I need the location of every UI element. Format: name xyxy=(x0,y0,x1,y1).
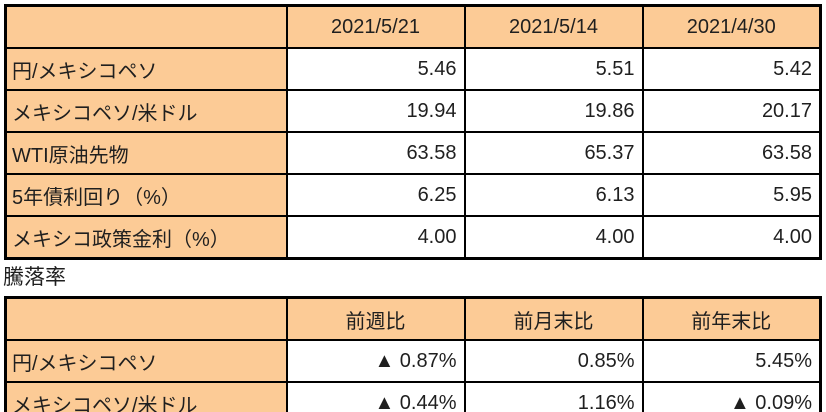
value-cell: 5.51 xyxy=(463,47,644,91)
table-header-row: 前週比 前月末比 前年末比 xyxy=(4,296,822,341)
table-row: 円/メキシコペソ ▲ 0.87% 0.85% 5.45% xyxy=(4,339,822,383)
value-cell: 19.94 xyxy=(285,89,466,133)
value-cell: 6.25 xyxy=(285,173,466,217)
row-label-policy-rate: メキシコ政策金利（%） xyxy=(4,215,288,260)
value-cell: 0.85% xyxy=(463,339,644,383)
value-cell: 1.16% xyxy=(463,381,644,412)
table-row: メキシコ政策金利（%） 4.00 4.00 4.00 xyxy=(4,215,822,260)
value-cell: 65.37 xyxy=(463,131,644,175)
table-row: メキシコペソ/米ドル ▲ 0.44% 1.16% ▲ 0.09% xyxy=(4,381,822,412)
column-header-date-3: 2021/4/30 xyxy=(641,4,822,49)
value-cell: ▲ 0.87% xyxy=(285,339,466,383)
column-header-ytd: 前年末比 xyxy=(641,296,822,341)
value-cell: 6.13 xyxy=(463,173,644,217)
column-header-date-2: 2021/5/14 xyxy=(463,4,644,49)
table-row: 5年債利回り（%） 6.25 6.13 5.95 xyxy=(4,173,822,217)
column-header-date-1: 2021/5/21 xyxy=(285,4,466,49)
value-cell: 5.45% xyxy=(641,339,822,383)
row-label-mxn-usd: メキシコペソ/米ドル xyxy=(4,89,288,133)
value-cell: 4.00 xyxy=(285,215,466,260)
value-cell: 4.00 xyxy=(641,215,822,260)
change-rate-table: 前週比 前月末比 前年末比 円/メキシコペソ ▲ 0.87% 0.85% 5.4… xyxy=(4,296,822,412)
rates-table: 2021/5/21 2021/5/14 2021/4/30 円/メキシコペソ 5… xyxy=(4,4,822,260)
column-header-mom: 前月末比 xyxy=(463,296,644,341)
value-cell: ▲ 0.44% xyxy=(285,381,466,412)
value-cell: 5.42 xyxy=(641,47,822,91)
value-cell: 63.58 xyxy=(641,131,822,175)
table-header-row: 2021/5/21 2021/5/14 2021/4/30 xyxy=(4,4,822,49)
value-cell: ▲ 0.09% xyxy=(641,381,822,412)
value-cell: 5.46 xyxy=(285,47,466,91)
row-label-jpy-mxn: 円/メキシコペソ xyxy=(4,339,288,383)
section-label-change-rate: 騰落率 xyxy=(3,266,66,289)
table-row: メキシコペソ/米ドル 19.94 19.86 20.17 xyxy=(4,89,822,133)
corner-cell xyxy=(4,4,288,49)
row-label-mxn-usd: メキシコペソ/米ドル xyxy=(4,381,288,412)
row-label-wti: WTI原油先物 xyxy=(4,131,288,175)
row-label-5y-yield: 5年債利回り（%） xyxy=(4,173,288,217)
value-cell: 19.86 xyxy=(463,89,644,133)
value-cell: 63.58 xyxy=(285,131,466,175)
table-row: WTI原油先物 63.58 65.37 63.58 xyxy=(4,131,822,175)
value-cell: 4.00 xyxy=(463,215,644,260)
table-row: 円/メキシコペソ 5.46 5.51 5.42 xyxy=(4,47,822,91)
value-cell: 20.17 xyxy=(641,89,822,133)
row-label-jpy-mxn: 円/メキシコペソ xyxy=(4,47,288,91)
column-header-wow: 前週比 xyxy=(285,296,466,341)
value-cell: 5.95 xyxy=(641,173,822,217)
corner-cell xyxy=(4,296,288,341)
